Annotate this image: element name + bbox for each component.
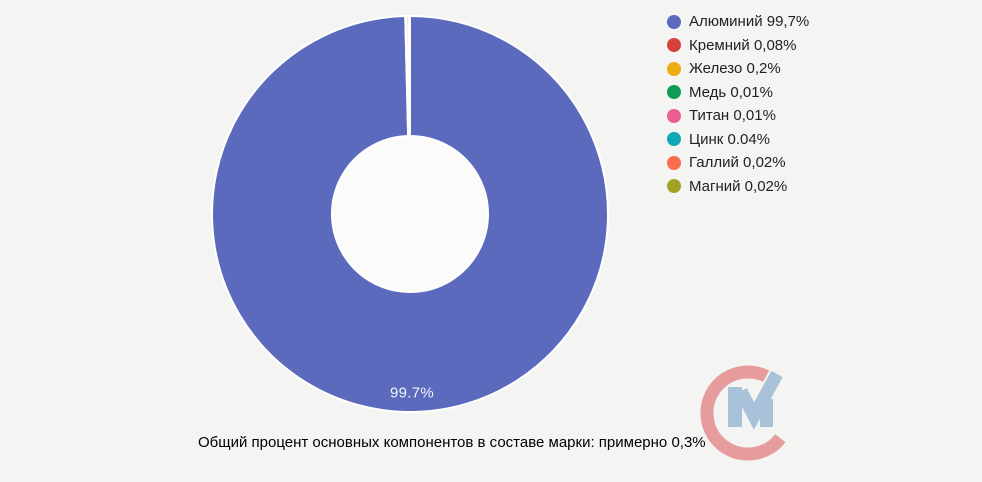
legend-label-magnesium: Магний 0,02%	[689, 177, 788, 195]
legend-label-gallium: Галлий 0,02%	[689, 154, 786, 172]
legend-swatch-copper	[667, 85, 681, 100]
pie-slice-Алюминий[interactable]	[211, 15, 609, 413]
legend-item-silicon[interactable]: Кремний 0,08%	[667, 34, 809, 58]
legend-swatch-silicon	[667, 38, 681, 53]
cm-logo	[700, 365, 786, 461]
donut-slices	[211, 15, 609, 413]
legend-swatch-titanium	[667, 108, 681, 123]
legend-item-aluminum[interactable]: Алюминий 99,7%	[667, 10, 809, 34]
cm-logo-c-letter	[700, 365, 786, 461]
legend-item-copper[interactable]: Медь 0,01%	[667, 81, 809, 105]
legend-label-iron: Железо 0,2%	[689, 60, 781, 78]
legend-swatch-iron	[667, 61, 681, 76]
chart-legend: Алюминий 99,7% Кремний 0,08% Железо 0,2%…	[667, 10, 809, 198]
legend-label-copper: Медь 0,01%	[689, 83, 773, 101]
legend-item-titanium[interactable]: Титан 0,01%	[667, 104, 809, 128]
legend-item-gallium[interactable]: Галлий 0,02%	[667, 151, 809, 175]
legend-swatch-magnesium	[667, 179, 681, 194]
legend-label-silicon: Кремний 0,08%	[689, 36, 797, 54]
legend-item-magnesium[interactable]: Магний 0,02%	[667, 175, 809, 199]
legend-label-zinc: Цинк 0.04%	[689, 130, 771, 148]
legend-swatch-aluminum	[667, 14, 681, 29]
legend-swatch-gallium	[667, 155, 681, 170]
cm-logo-check-icon	[735, 370, 783, 430]
chart-caption: Общий процент основных компонентов в сос…	[198, 434, 706, 451]
slice-value-label: 99.7%	[389, 384, 435, 402]
legend-label-titanium: Титан 0,01%	[689, 107, 776, 125]
legend-swatch-zinc	[667, 132, 681, 147]
legend-item-iron[interactable]: Железо 0,2%	[667, 57, 809, 81]
donut-hole	[332, 136, 488, 292]
legend-item-zinc[interactable]: Цинк 0.04%	[667, 128, 809, 152]
legend-label-aluminum: Алюминий 99,7%	[689, 13, 810, 31]
